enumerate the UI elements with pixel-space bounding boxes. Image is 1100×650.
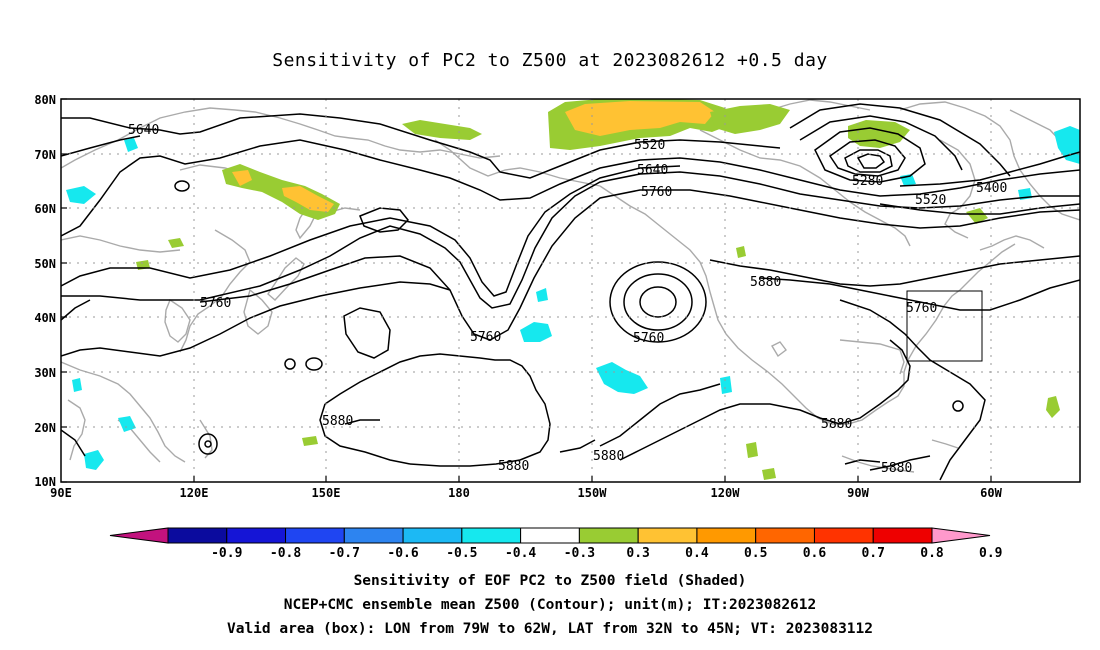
map-frame [60,98,1081,483]
colorbar-under-triangle [109,527,169,544]
lon-label: 120E [180,486,209,500]
lon-label: 90W [847,486,869,500]
contour-label: 5880 [750,275,781,290]
colorbar-label: 0.4 [685,546,709,561]
contour-label: 5760 [906,301,937,316]
valid-area-box [906,290,983,362]
lon-label: 90E [50,486,72,500]
contour-label: 5760 [633,331,664,346]
colorbar-swatch [167,527,228,544]
map-plot-area: 5640 5520 5640 5760 5280 5400 5520 5760 … [61,99,1080,482]
longitude-labels: 90E 120E 150E 180 150W 120W 90W 60W [50,486,1002,500]
contour-label: 5400 [976,181,1007,196]
latitude-labels: 80N 70N 60N 50N 40N 30N 20N 10N [34,93,56,489]
colorbar-label: 0.7 [861,546,884,561]
contour-label: 5640 [637,163,668,178]
contour-label: 5760 [641,185,672,200]
colorbar-label: 0.8 [920,546,944,561]
lat-label: 60N [34,202,56,216]
sensitivity-positive [136,99,1060,480]
axis-ticks [61,98,992,483]
lat-label: 80N [34,93,56,107]
contour-labels: 5640 5520 5640 5760 5280 5400 5520 5760 … [128,123,1007,476]
contour-label: 5280 [852,174,883,189]
contour-label: 5880 [498,459,529,474]
colorbar-label: 0.6 [803,546,827,561]
lon-label: 150W [578,486,608,500]
caption-line-2: NCEP+CMC ensemble mean Z500 (Contour); u… [283,597,817,613]
colorbar-label: 0.5 [744,546,767,561]
colorbar-label: -0.3 [564,546,595,561]
caption-line-1: Sensitivity of EOF PC2 to Z500 field (Sh… [353,573,747,589]
colorbar-label: -0.8 [270,546,301,561]
contour-label: 5880 [322,414,353,429]
colorbar-swatch [637,527,698,544]
colorbar-swatch [226,527,287,544]
colorbar-swatch [696,527,757,544]
colorbar-label: -0.4 [505,546,536,561]
coastlines [61,99,1080,473]
contour-label: 5760 [470,330,501,345]
contour-label: 5520 [634,138,665,153]
lat-label: 10N [34,475,56,489]
map-gridlines [61,99,1080,482]
contour-label: 5640 [128,123,159,138]
contour-label: 5880 [593,449,624,464]
colorbar: -0.9 -0.8 -0.7 -0.6 -0.5 -0.4 -0.3 0.3 0.4 0.5 0.6… [109,527,1003,561]
z500-contours [61,103,1080,481]
colorbar-swatch [578,527,639,544]
lat-label: 30N [34,366,56,380]
lat-label: 70N [34,148,56,162]
colorbar-label: 0.9 [979,546,1002,561]
contour-label: 5760 [200,296,231,311]
lat-label: 40N [34,311,56,325]
contour-label: 5880 [821,417,852,432]
colorbar-swatch [285,527,345,544]
colorbar-swatch [755,527,815,544]
lon-label: 180 [448,486,470,500]
colorbar-label: -0.5 [446,546,477,561]
colorbar-swatch [402,527,463,544]
colorbar-label: 0.3 [626,546,649,561]
contour-label: 5520 [915,193,946,208]
colorbar-swatch [343,527,404,544]
caption-line-3: Valid area (box): LON from 79W to 62W, L… [226,621,873,637]
colorbar-swatch [813,527,874,544]
sensitivity-negative [66,126,1080,470]
colorbar-swatch [461,527,522,544]
lat-label: 20N [34,421,56,435]
contour-label: 5880 [881,461,912,476]
lon-label: 120W [711,486,741,500]
colorbar-swatch [520,527,580,544]
colorbar-swatch [872,527,933,544]
colorbar-label: -0.6 [387,546,418,561]
lon-label: 150E [312,486,341,500]
colorbar-label: -0.9 [211,546,242,561]
colorbar-over-triangle [931,527,991,544]
lat-label: 50N [34,257,56,271]
lon-label: 60W [980,486,1002,500]
colorbar-label: -0.7 [329,546,360,561]
map-title: Sensitivity of PC2 to Z500 at 2023082612… [272,50,828,71]
